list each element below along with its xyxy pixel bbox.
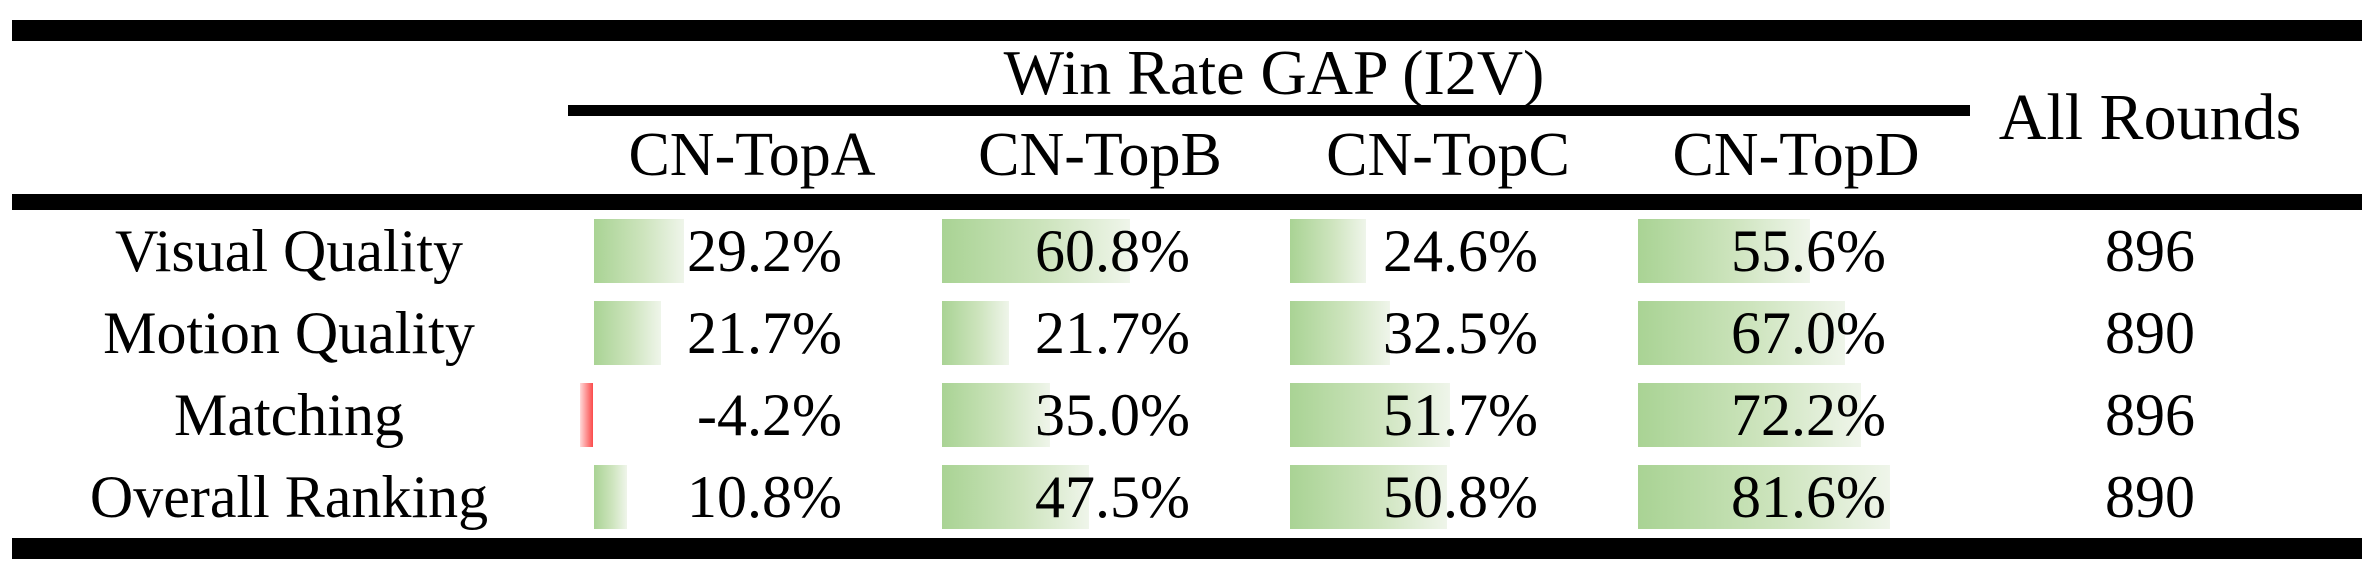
- data-cell: 32.5%: [1274, 292, 1622, 374]
- data-cell: 50.8%: [1274, 456, 1622, 538]
- header-row-label-spacer: [0, 41, 578, 105]
- data-cell: 29.2%: [578, 210, 926, 292]
- win-rate-bar: [942, 383, 1050, 447]
- win-rate-bar: [1290, 383, 1450, 447]
- data-cell: -4.2%: [578, 374, 926, 456]
- win-rate-value: 35.0%: [1035, 381, 1190, 448]
- column-header-cn-topb: CN-TopB: [978, 120, 1222, 189]
- table-top-rule: [12, 20, 2362, 41]
- win-rate-value: 51.7%: [1383, 381, 1538, 448]
- win-rate-value: 24.6%: [1383, 217, 1538, 284]
- header-row-columns: CN-TopA CN-TopB CN-TopC CN-TopD: [0, 116, 2374, 194]
- table-bottom-rule: [12, 538, 2362, 559]
- win-rate-value: 32.5%: [1383, 299, 1538, 366]
- win-rate-bar: [1638, 465, 1890, 529]
- row-label: Overall Ranking: [89, 463, 489, 530]
- win-rate-bar-negative: [580, 383, 593, 447]
- all-rounds-value: 896: [2105, 381, 2195, 448]
- table-row-overall-ranking: Overall Ranking 10.8% 47.5% 50.8% 81.6% …: [0, 456, 2374, 538]
- column-header-cn-topc: CN-TopC: [1326, 120, 1570, 189]
- win-rate-value: 55.6%: [1731, 217, 1886, 284]
- row-label: Visual Quality: [114, 217, 464, 284]
- win-rate-bar: [1290, 219, 1366, 283]
- data-cell: 51.7%: [1274, 374, 1622, 456]
- win-rate-value: 10.8%: [687, 463, 842, 530]
- win-rate-bar: [1290, 301, 1391, 365]
- win-rate-bar: [942, 219, 1130, 283]
- win-rate-bar: [594, 465, 628, 529]
- win-rate-value: 67.0%: [1731, 299, 1886, 366]
- data-cell: 67.0%: [1622, 292, 1970, 374]
- win-rate-bar: [942, 465, 1089, 529]
- header-body-separator-rule: [12, 194, 2362, 210]
- row-label: Matching: [174, 381, 404, 448]
- win-rate-value: 21.7%: [687, 299, 842, 366]
- all-rounds-value: 896: [2105, 217, 2195, 284]
- win-rate-bar: [1290, 465, 1447, 529]
- win-rate-bar: [1638, 383, 1861, 447]
- all-rounds-value: 890: [2105, 299, 2195, 366]
- win-rate-value: 21.7%: [1035, 299, 1190, 366]
- table-row-motion-quality: Motion Quality 21.7% 21.7% 32.5% 67.0% 8…: [0, 292, 2374, 374]
- data-cell: 60.8%: [926, 210, 1274, 292]
- column-header-cn-topd: CN-TopD: [1672, 120, 1920, 189]
- top-margin: [0, 0, 2374, 20]
- win-rate-bar: [1638, 219, 1810, 283]
- table-row-visual-quality: Visual Quality 29.2% 60.8% 24.6% 55.6% 8…: [0, 210, 2374, 292]
- group-header-underline-rule: [568, 105, 1970, 116]
- group-header-title: Win Rate GAP (I2V): [1003, 37, 1545, 108]
- win-rate-value: 60.8%: [1035, 217, 1190, 284]
- win-rate-value: 72.2%: [1731, 381, 1886, 448]
- win-rate-value: 47.5%: [1035, 463, 1190, 530]
- win-rate-bar: [594, 301, 661, 365]
- data-cell: 35.0%: [926, 374, 1274, 456]
- win-rate-value: 81.6%: [1731, 463, 1886, 530]
- data-cell: 10.8%: [578, 456, 926, 538]
- row-label: Motion Quality: [103, 299, 475, 366]
- win-rate-bar: [942, 301, 1009, 365]
- data-cell: 24.6%: [1274, 210, 1622, 292]
- header-row-group: Win Rate GAP (I2V): [0, 41, 2374, 105]
- data-cell: 72.2%: [1622, 374, 1970, 456]
- win-rate-bar: [1638, 301, 1845, 365]
- win-rate-value: -4.2%: [697, 381, 842, 448]
- column-header-cn-topa: CN-TopA: [628, 120, 876, 189]
- data-cell: 21.7%: [578, 292, 926, 374]
- column-header-all-rounds: All Rounds: [1998, 80, 2302, 154]
- data-cell: 55.6%: [1622, 210, 1970, 292]
- win-rate-bar: [594, 219, 685, 283]
- win-rate-value: 29.2%: [687, 217, 842, 284]
- all-rounds-value: 890: [2105, 463, 2195, 530]
- data-cell: 47.5%: [926, 456, 1274, 538]
- win-rate-value: 50.8%: [1383, 463, 1538, 530]
- table-row-matching: Matching -4.2% 35.0% 51.7% 72.2% 896: [0, 374, 2374, 456]
- data-cell: 21.7%: [926, 292, 1274, 374]
- data-cell: 81.6%: [1622, 456, 1970, 538]
